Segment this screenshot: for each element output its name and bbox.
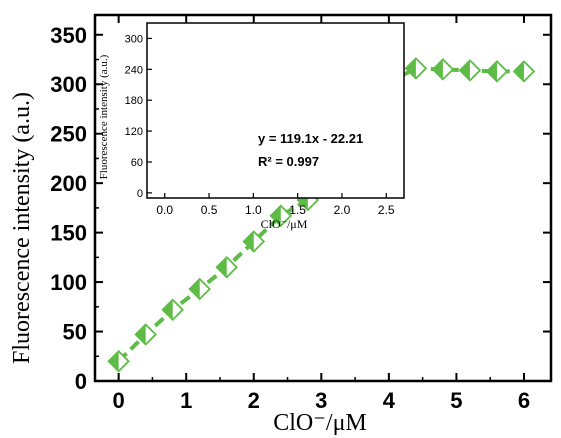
main-data-point [458, 59, 482, 82]
inset-y-tick-label: 0 [137, 188, 143, 200]
main-x-tick-label: 0 [113, 388, 125, 413]
inset-y-tick-label: 300 [125, 33, 143, 45]
main-point-fill [243, 231, 254, 252]
main-x-tick-label: 3 [315, 388, 327, 413]
main-data-point [161, 298, 184, 322]
inset-x-tick-label: 2.0 [334, 203, 351, 217]
main-plot-frame [93, 13, 553, 383]
main-point-fill [162, 299, 173, 320]
main-point-fill [108, 351, 119, 372]
main-x-axis-label: ClO⁻/μM [273, 410, 367, 436]
inset-fit-equation: y = 119.1x - 22.21 [258, 131, 363, 146]
main-data-point [485, 60, 509, 83]
main-x-tick-label: 5 [450, 388, 462, 413]
main-y-axis-label: Fluorescence intensity (a.u.) [9, 92, 35, 364]
inset-plot-frame [146, 22, 405, 199]
main-x-tick-label: 1 [180, 388, 192, 413]
main-data-point [269, 204, 293, 228]
main-point-fill [513, 61, 524, 82]
inset-y-tick-label: 60 [131, 157, 143, 169]
main-y-tick-label: 300 [50, 72, 87, 97]
inset-x-tick-label: 1.5 [289, 203, 306, 217]
inset-x-tick-label: 0.0 [156, 203, 173, 217]
inset-r-squared: R² = 0.997 [258, 154, 319, 169]
main-data-point [431, 58, 455, 81]
main-point-fill [459, 60, 470, 81]
main-point-fill [216, 257, 227, 278]
main-y-tick-label: 0 [75, 369, 87, 394]
inset-chart: 0 60 120 180 240 300 0.0 0.5 1.0 1.5 2.0 2.5 Fluore… [98, 22, 405, 231]
main-point-fill [189, 279, 200, 300]
main-series-line [117, 66, 524, 363]
main-y-tick-label: 200 [50, 171, 87, 196]
main-y-tick-label: 100 [50, 270, 87, 295]
inset-y-tick-label: 120 [125, 126, 143, 138]
main-data-point [107, 349, 130, 373]
main-data-point [188, 277, 211, 301]
main-point-fill [486, 61, 497, 82]
main-point-fill [135, 324, 146, 345]
main-data-point [215, 255, 239, 279]
main-point-fill [405, 58, 416, 79]
inset-x-tick-label: 1.0 [245, 203, 262, 217]
inset-y-tick-label: 240 [125, 64, 143, 76]
main-data-point [242, 230, 266, 253]
inset-axes: 0 60 120 180 240 300 0.0 0.5 1.0 1.5 2.0 2.5 [125, 22, 405, 217]
main-y-tick-label: 50 [63, 320, 87, 345]
main-y-tick-label: 150 [50, 221, 87, 246]
main-data-point [404, 57, 428, 80]
main-data-point [512, 60, 536, 83]
inset-x-tick-label: 2.5 [378, 203, 395, 217]
main-x-tick-label: 2 [248, 388, 260, 413]
main-point-fill [270, 205, 281, 226]
main-y-tick-label: 350 [50, 23, 87, 48]
main-axes: 0 50 100 150 200 250 300 350 0 1 2 3 4 5 6 [50, 13, 553, 413]
main-data-point [134, 323, 157, 346]
main-point-fill [432, 59, 443, 80]
main-x-tick-label: 6 [518, 388, 530, 413]
main-y-tick-label: 250 [50, 122, 87, 147]
inset-x-axis-label: ClO⁻/μM [261, 217, 308, 231]
inset-x-tick-label: 0.5 [201, 203, 218, 217]
inset-y-tick-label: 180 [125, 95, 143, 107]
inset-y-axis-label: Fluorescence intensity (a.u.) [98, 54, 110, 179]
main-x-tick-label: 4 [383, 388, 396, 413]
